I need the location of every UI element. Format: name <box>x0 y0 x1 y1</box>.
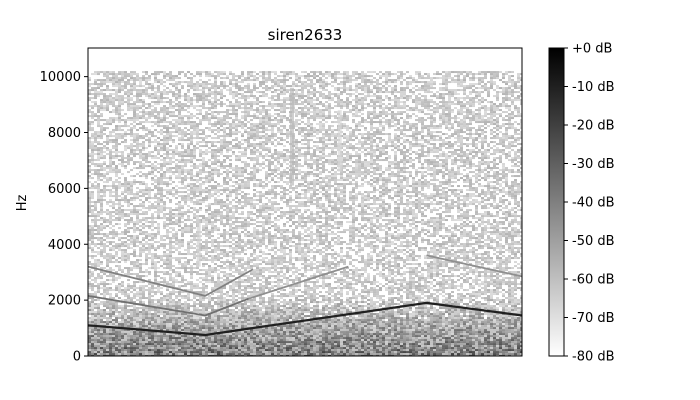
harmonic-line <box>88 265 254 297</box>
colorbar-tick-label: -60 dB <box>572 273 615 288</box>
y-tick-label: 8000 <box>48 126 81 141</box>
colorbar-tick-label: -40 dB <box>572 196 615 211</box>
harmonic-line <box>248 265 349 300</box>
y-tick-label: 4000 <box>48 238 81 253</box>
colorbar-tick-label: -30 dB <box>572 157 615 172</box>
y-axis: 0 2000 4000 6000 8000 10000 <box>40 70 88 365</box>
y-tick-label: 10000 <box>40 70 81 85</box>
y-tick-label: 0 <box>73 350 81 365</box>
y-axis-label: Hz <box>15 195 30 212</box>
colorbar-ticks: +0 dB -10 dB -20 dB -30 dB -40 dB -50 dB -60 d… <box>564 42 615 365</box>
chart-title: siren2633 <box>268 26 343 44</box>
colorbar: +0 dB -10 dB -20 dB -30 dB -40 dB -50 dB -60 d… <box>548 42 615 365</box>
y-tick-label: 2000 <box>48 294 81 309</box>
colorbar-tick-label: -20 dB <box>572 119 615 134</box>
colorbar-gradient <box>548 47 565 357</box>
colorbar-tick-label: +0 dB <box>572 42 612 57</box>
spectrogram-image <box>88 71 522 356</box>
harmonic-line <box>88 301 522 337</box>
colorbar-tick-label: -70 dB <box>572 311 615 326</box>
plot-area <box>87 47 523 357</box>
colorbar-tick-label: -80 dB <box>572 350 615 365</box>
plot-frame <box>87 47 523 357</box>
colorbar-tick-label: -50 dB <box>572 234 615 249</box>
harmonic-line <box>88 295 249 317</box>
y-tick-label: 6000 <box>48 182 81 197</box>
colorbar-tick-label: -10 dB <box>572 80 615 95</box>
harmonic-line <box>426 254 522 278</box>
